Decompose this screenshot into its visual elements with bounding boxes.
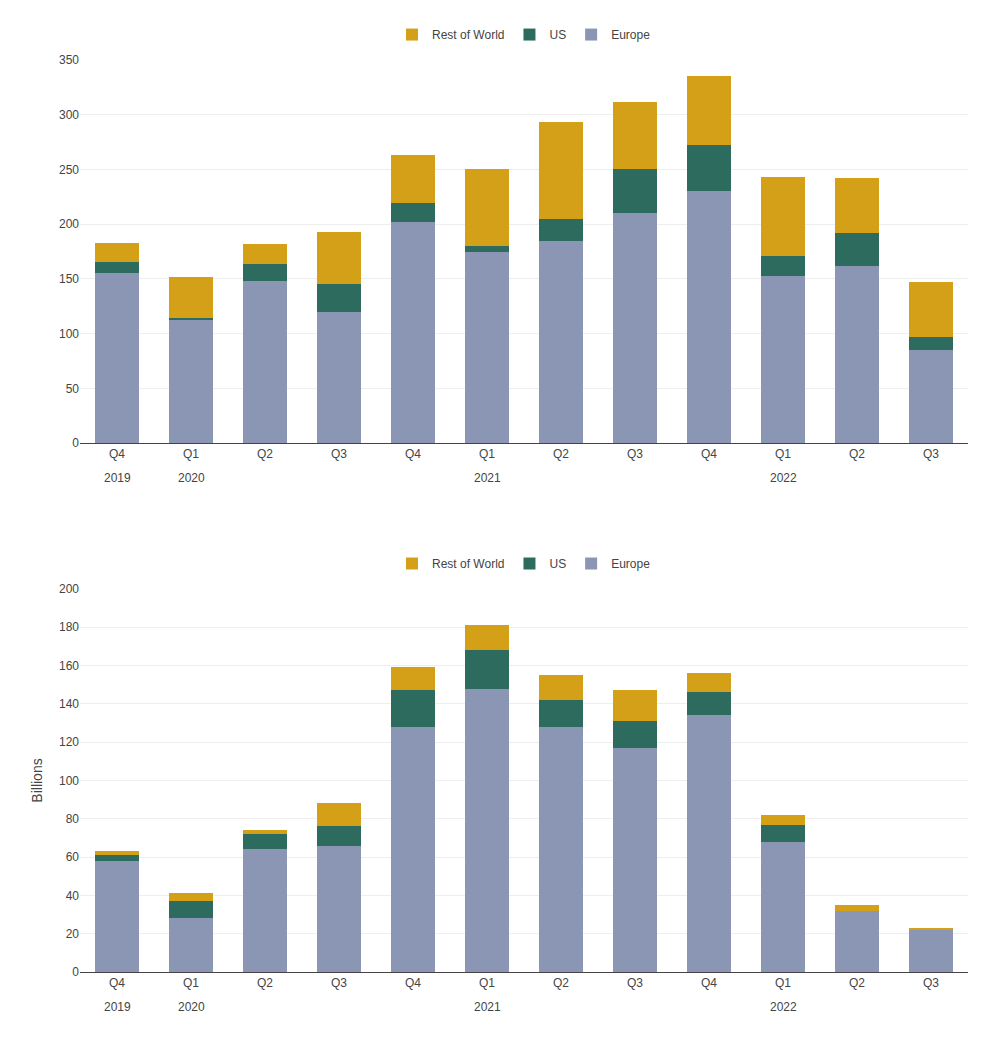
svg-text:300: 300 (59, 108, 79, 122)
svg-text:Q2: Q2 (849, 447, 865, 461)
svg-text:Q4: Q4 (405, 976, 421, 990)
svg-text:Q4: Q4 (701, 447, 717, 461)
svg-text:2022: 2022 (770, 1000, 797, 1014)
svg-text:Q3: Q3 (331, 976, 347, 990)
svg-text:Q3: Q3 (627, 447, 643, 461)
svg-text:Q1: Q1 (479, 976, 495, 990)
svg-text:60: 60 (66, 850, 80, 864)
svg-text:2021: 2021 (474, 1000, 501, 1014)
svg-text:2020: 2020 (178, 1000, 205, 1014)
svg-text:Q4: Q4 (405, 447, 421, 461)
svg-text:200: 200 (59, 217, 79, 231)
svg-text:0: 0 (72, 965, 79, 979)
svg-text:2022: 2022 (770, 471, 797, 485)
svg-text:Q3: Q3 (331, 447, 347, 461)
svg-text:2021: 2021 (474, 471, 501, 485)
svg-text:2020: 2020 (178, 471, 205, 485)
svg-text:140: 140 (59, 697, 79, 711)
svg-text:Q2: Q2 (257, 976, 273, 990)
svg-text:80: 80 (66, 812, 80, 826)
svg-text:Q3: Q3 (627, 976, 643, 990)
svg-text:160: 160 (59, 659, 79, 673)
svg-text:100: 100 (59, 327, 79, 341)
svg-text:2019: 2019 (104, 471, 131, 485)
svg-text:Q1: Q1 (775, 447, 791, 461)
svg-text:US: US (549, 557, 566, 571)
svg-text:Q2: Q2 (553, 976, 569, 990)
svg-text:Q1: Q1 (479, 447, 495, 461)
svg-text:120: 120 (59, 735, 79, 749)
svg-text:200: 200 (59, 582, 79, 596)
svg-text:Q3: Q3 (923, 976, 939, 990)
svg-text:US: US (549, 28, 566, 42)
svg-text:Q2: Q2 (257, 447, 273, 461)
svg-text:350: 350 (59, 53, 79, 67)
svg-text:Q4: Q4 (109, 976, 125, 990)
svg-text:Billions: Billions (29, 758, 45, 802)
svg-text:100: 100 (59, 774, 79, 788)
svg-text:Q1: Q1 (183, 976, 199, 990)
svg-text:Rest of World: Rest of World (432, 557, 504, 571)
svg-text:150: 150 (59, 272, 79, 286)
svg-text:2019: 2019 (104, 1000, 131, 1014)
svg-text:50: 50 (66, 382, 80, 396)
svg-text:0: 0 (72, 436, 79, 450)
svg-text:180: 180 (59, 620, 79, 634)
svg-text:Q2: Q2 (553, 447, 569, 461)
svg-text:Europe: Europe (611, 557, 650, 571)
svg-text:Q1: Q1 (183, 447, 199, 461)
svg-text:Q4: Q4 (109, 447, 125, 461)
svg-text:Q4: Q4 (701, 976, 717, 990)
svg-text:Europe: Europe (611, 28, 650, 42)
svg-text:Q2: Q2 (849, 976, 865, 990)
svg-text:250: 250 (59, 163, 79, 177)
svg-text:Rest of World: Rest of World (432, 28, 504, 42)
svg-text:20: 20 (66, 927, 80, 941)
svg-text:40: 40 (66, 889, 80, 903)
svg-text:Q1: Q1 (775, 976, 791, 990)
svg-text:Q3: Q3 (923, 447, 939, 461)
